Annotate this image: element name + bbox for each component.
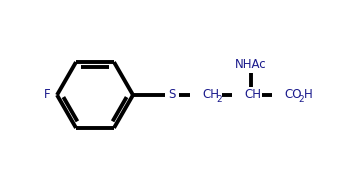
Text: S: S [168, 89, 176, 102]
Text: CH: CH [202, 89, 219, 102]
Text: CH: CH [244, 89, 261, 102]
Text: H: H [304, 89, 313, 102]
Text: NHAc: NHAc [235, 58, 267, 71]
Text: CO: CO [284, 89, 301, 102]
Text: 2: 2 [216, 95, 222, 104]
Text: 2: 2 [298, 95, 304, 104]
Text: F: F [44, 89, 50, 102]
